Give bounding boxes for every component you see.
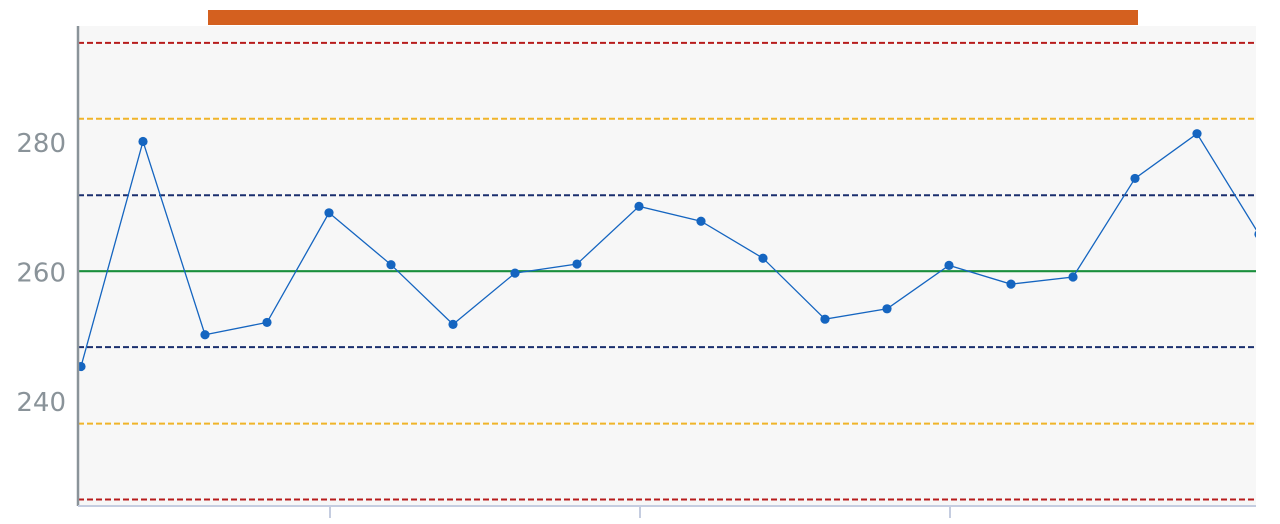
data-point <box>820 314 830 324</box>
data-point <box>758 253 768 263</box>
data-point <box>510 268 520 278</box>
data-point <box>200 330 210 340</box>
data-point <box>944 260 954 270</box>
reference-lines <box>78 41 1256 501</box>
series-layer <box>78 129 1256 372</box>
data-point <box>386 260 396 270</box>
data-point <box>882 304 892 314</box>
data-point <box>1192 129 1202 139</box>
data-point <box>448 319 458 329</box>
x-axis-ticks <box>329 506 951 518</box>
data-point <box>696 216 706 226</box>
y-tick-label: 280 <box>16 129 66 159</box>
y-tick-label: 260 <box>16 258 66 288</box>
data-point <box>1006 279 1016 289</box>
data-point <box>572 259 582 269</box>
data-point <box>324 208 334 218</box>
plot-area <box>78 26 1256 506</box>
title-banner <box>208 10 1138 25</box>
y-tick-label: 240 <box>16 388 66 418</box>
series-line <box>80 132 1256 367</box>
data-point <box>138 136 148 147</box>
data-point <box>262 317 272 328</box>
data-point <box>1254 230 1256 238</box>
data-point <box>1130 173 1140 184</box>
data-point <box>1068 272 1078 282</box>
y-axis-ticks: 240 260 280 <box>16 129 66 418</box>
data-point <box>78 361 86 372</box>
data-point <box>634 201 644 211</box>
